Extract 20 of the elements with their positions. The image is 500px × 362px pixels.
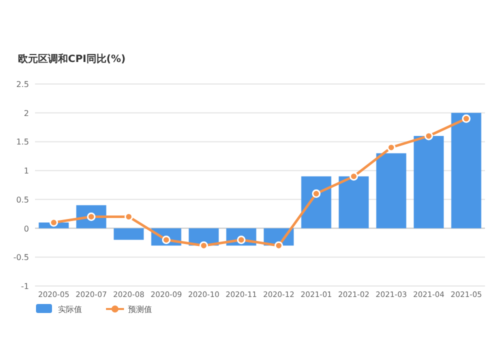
legend-label: 实际值 [58,305,82,314]
y-tick-label: 0.5 [16,195,29,204]
y-tick-label: 0 [24,224,29,234]
bar [301,176,332,228]
point [462,114,470,123]
bar [338,176,369,228]
point [312,189,320,198]
point [350,172,358,181]
y-tick-label: 1 [24,166,29,176]
y-tick-label: 1.5 [16,138,29,147]
bar [451,112,482,228]
y-tick-label: 2 [24,108,29,118]
chart-title: 欧元区调和CPI同比(%) [18,53,126,65]
y-tick-label: -0.5 [13,253,29,262]
bar [376,153,406,228]
legend-label: 预测值 [128,305,152,314]
y-tick-label: 2.5 [16,80,29,89]
bar [114,228,144,240]
y-tick-label: -1 [21,282,29,291]
bar [414,136,444,228]
